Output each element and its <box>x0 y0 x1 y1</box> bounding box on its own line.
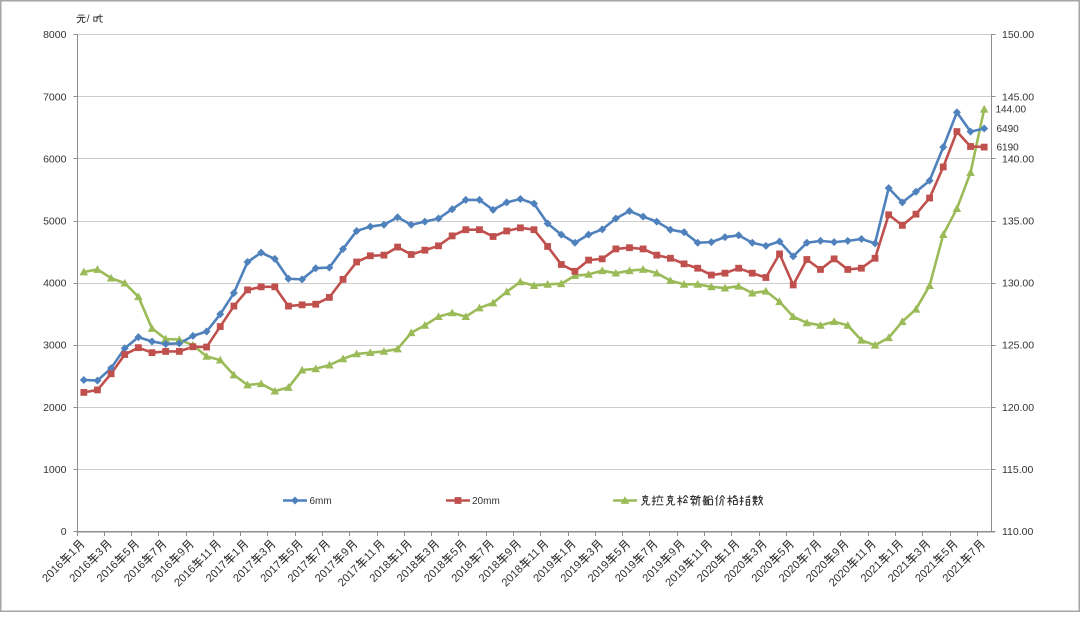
svg-text:3000: 3000 <box>43 340 67 352</box>
svg-text:0: 0 <box>61 526 67 538</box>
svg-text:125.00: 125.00 <box>1002 340 1034 352</box>
svg-text:135.00: 135.00 <box>1002 216 1034 228</box>
svg-text:/: / <box>87 13 90 25</box>
svg-text:6490: 6490 <box>997 124 1020 135</box>
svg-text:8000: 8000 <box>43 29 67 41</box>
svg-text:120.00: 120.00 <box>1002 402 1034 414</box>
svg-text:5000: 5000 <box>43 216 67 228</box>
svg-text:110.00: 110.00 <box>1002 526 1033 538</box>
svg-text:6000: 6000 <box>43 153 67 165</box>
svg-text:6mm: 6mm <box>310 496 332 507</box>
svg-text:2000: 2000 <box>43 402 67 414</box>
svg-text:6190: 6190 <box>997 143 1020 154</box>
svg-text:130.00: 130.00 <box>1002 278 1034 290</box>
svg-text:144.00: 144.00 <box>996 105 1027 116</box>
svg-text:140.00: 140.00 <box>1002 153 1034 165</box>
svg-text:4000: 4000 <box>43 278 67 290</box>
svg-text:115.00: 115.00 <box>1002 464 1033 476</box>
svg-text:7000: 7000 <box>43 91 67 103</box>
svg-text:145.00: 145.00 <box>1002 91 1034 103</box>
svg-text:150.00: 150.00 <box>1002 29 1034 41</box>
svg-text:20mm: 20mm <box>472 496 500 507</box>
svg-text:1000: 1000 <box>43 464 67 476</box>
